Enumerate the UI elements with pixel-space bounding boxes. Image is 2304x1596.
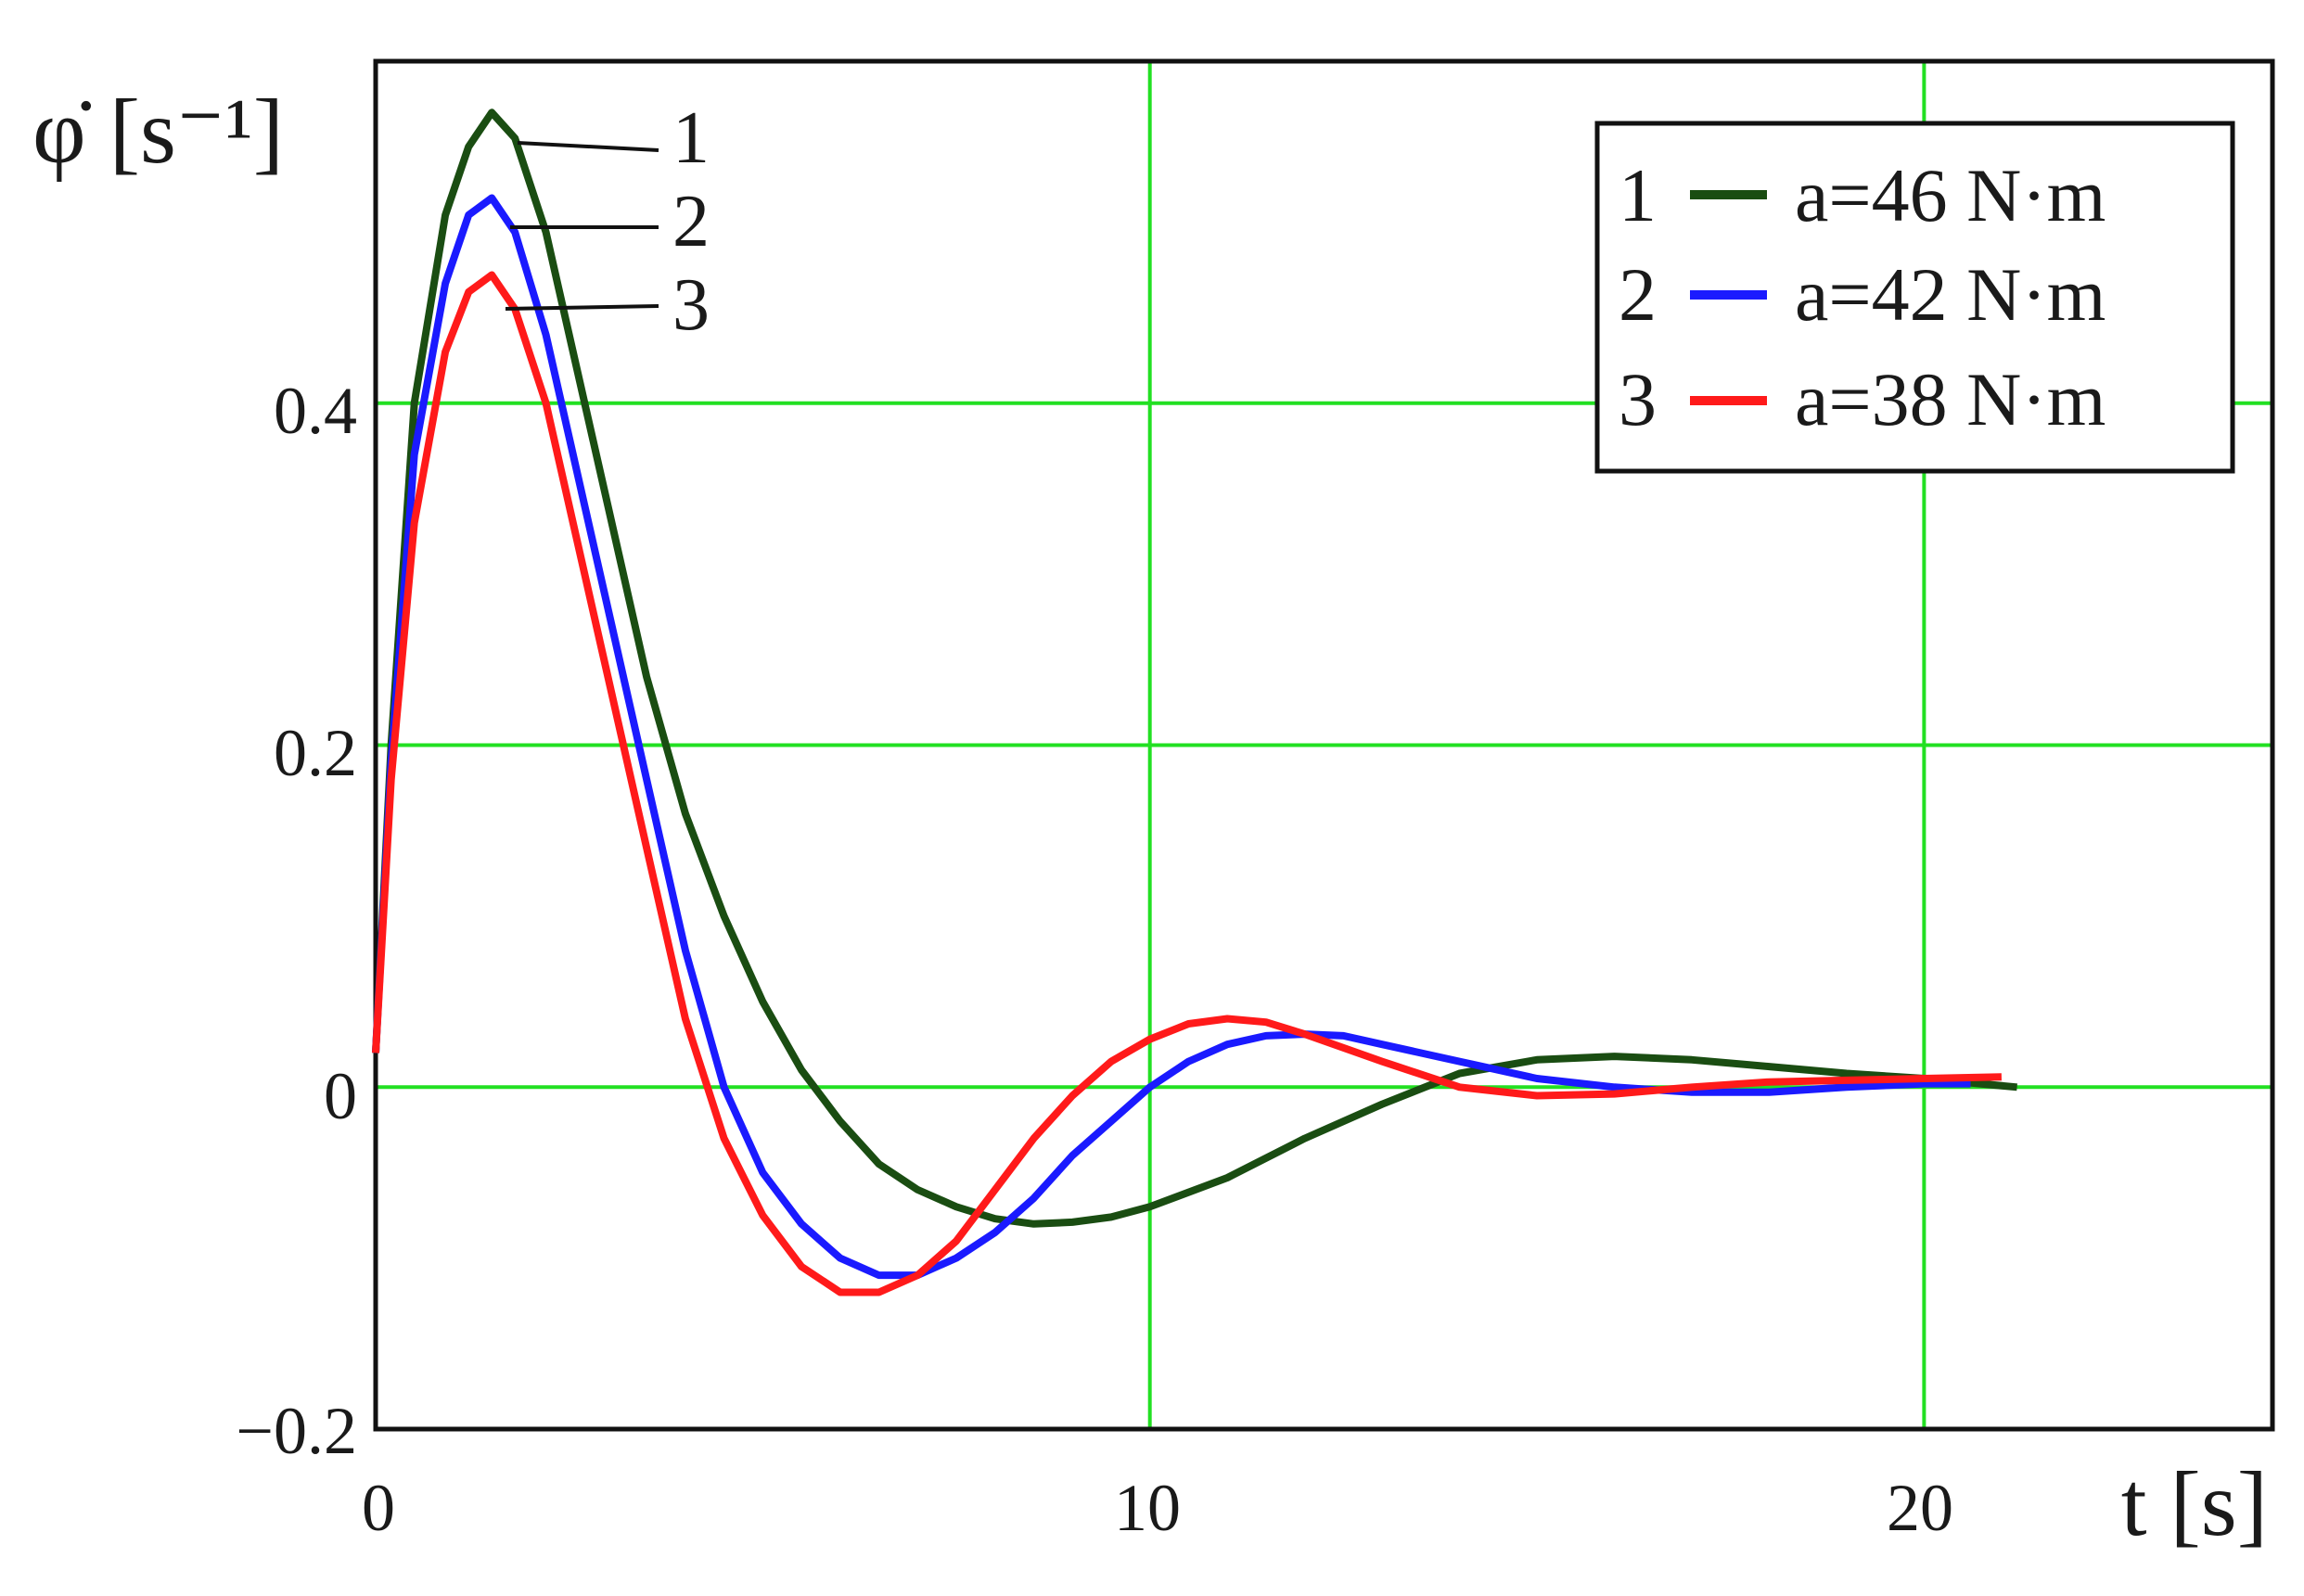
legend: 1 a=46 N·m 2 a=42 N·m 3 a=38 N·m (1594, 121, 2235, 474)
plot-frame (373, 58, 2275, 1432)
callout-leader-1 (517, 141, 659, 152)
y-tick-label-0.4: 0.4 (274, 374, 357, 448)
y-tick-label-0.2: 0.2 (274, 716, 357, 790)
y-tick-label-neg0.2: −0.2 (236, 1394, 357, 1468)
y-axis-title: φ̇ [s⁻¹] (32, 80, 284, 183)
x-axis-title: t [s] (2121, 1452, 2268, 1555)
x-tick-label-10: 10 (1114, 1471, 1181, 1545)
series-line-1 (372, 109, 2017, 1228)
legend-label-2: a=42 N·m (1795, 252, 2106, 337)
y-tick-labels: −0.2 0 0.2 0.4 (236, 374, 357, 1468)
x-tick-label-0: 0 (362, 1471, 395, 1545)
series-line-2 (372, 194, 1971, 1280)
callout-label-1: 1 (672, 97, 710, 179)
legend-number-2: 2 (1619, 252, 1657, 337)
x-tick-labels: 0 10 20 (362, 1471, 1953, 1545)
callout-leader-3 (505, 304, 659, 311)
y-tick-label-0: 0 (324, 1059, 357, 1133)
legend-label-3: a=38 N·m (1795, 357, 2106, 441)
callout-label-3: 3 (672, 264, 710, 346)
callouts: 1 2 3 (505, 97, 710, 346)
legend-number-1: 1 (1619, 153, 1657, 237)
callout-label-2: 2 (672, 181, 710, 262)
legend-number-3: 3 (1619, 357, 1657, 441)
legend-box (1594, 121, 2235, 474)
legend-label-1: a=46 N·m (1795, 153, 2106, 237)
x-tick-label-20: 20 (1887, 1471, 1953, 1545)
